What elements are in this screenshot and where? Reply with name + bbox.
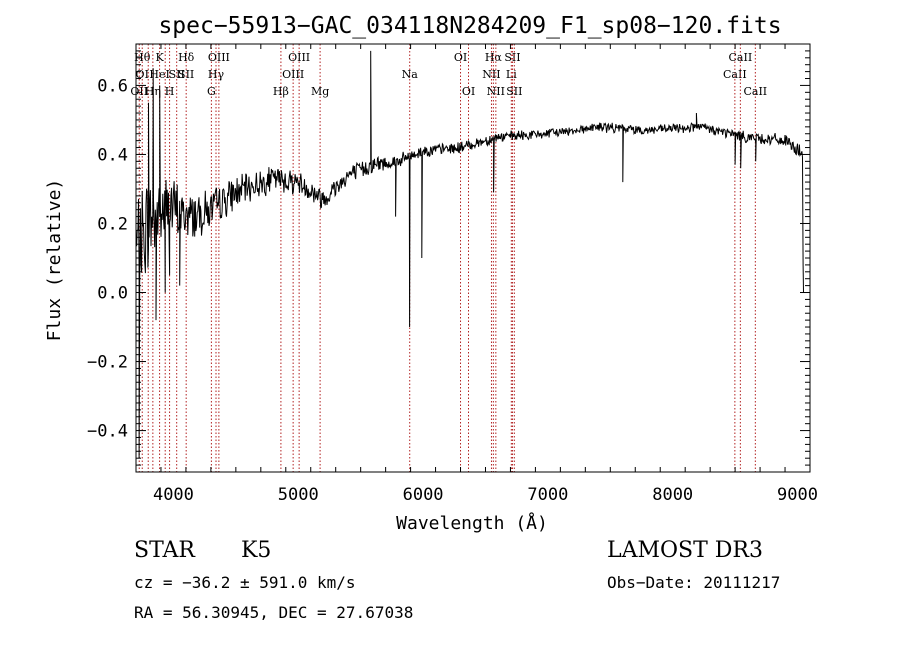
object-class: STAR <box>134 538 195 563</box>
line-marker-label: Hδ <box>178 51 195 64</box>
x-tick-label: 9000 <box>777 485 818 505</box>
object-subclass: K5 <box>241 538 272 563</box>
spectrum-line <box>136 50 804 459</box>
line-marker-label: SII <box>504 51 520 64</box>
line-marker-label: CaII <box>743 85 767 98</box>
line-marker-label: OIII <box>282 68 304 81</box>
survey-name: LAMOST DR3 <box>607 538 763 563</box>
line-marker-label: G <box>207 85 216 98</box>
redshift-value: cz = −36.2 ± 591.0 km/s <box>134 573 356 592</box>
x-axis-label: Wavelength (Å) <box>396 512 548 534</box>
line-marker-label: CaII <box>723 68 747 81</box>
line-marker-label: Hβ <box>273 85 289 98</box>
chart-title: spec−55913−GAC_034118N284209_F1_sp08−120… <box>158 13 781 39</box>
observation-date: Obs−Date: 20111217 <box>607 573 781 592</box>
line-marker-label: SII <box>506 85 522 98</box>
y-tick-label: 0.0 <box>97 284 128 304</box>
line-marker-label: Hα <box>485 51 503 64</box>
y-tick-label: 0.4 <box>97 145 128 165</box>
y-tick-label: −0.2 <box>87 353 128 373</box>
line-marker-label: SII <box>169 68 185 81</box>
y-axis-label: Flux (relative) <box>44 179 65 342</box>
line-marker-label: NII <box>482 68 500 81</box>
line-marker-label: NII <box>487 85 505 98</box>
line-marker-label: OI <box>454 51 467 64</box>
line-marker-label: Hθ <box>134 51 151 64</box>
x-tick-label: 6000 <box>403 485 444 505</box>
y-tick-label: −0.4 <box>87 422 128 442</box>
line-marker-label: OI <box>136 68 149 81</box>
plot-frame <box>135 43 811 473</box>
x-axis: 4000 5000 6000 7000 8000 9000 <box>135 44 818 505</box>
y-axis: −0.4 −0.2 0.0 0.2 0.4 0.6 <box>87 43 810 466</box>
line-marker-label: OIII <box>208 51 230 64</box>
line-marker-label: OI <box>462 85 475 98</box>
line-marker-label: Hγ <box>208 68 225 81</box>
line-marker-label: OII <box>130 85 148 98</box>
y-tick-label: 0.6 <box>97 76 128 96</box>
line-marker-label: Na <box>402 68 419 81</box>
line-marker-label: Mg <box>311 85 329 98</box>
line-marker-label: CaII <box>729 51 753 64</box>
x-tick-label: 7000 <box>527 485 568 505</box>
line-marker-label: SII <box>178 68 194 81</box>
coordinates: RA = 56.30945, DEC = 27.67038 <box>134 603 414 622</box>
line-marker-label: Li <box>506 68 517 81</box>
x-tick-label: 4000 <box>153 485 194 505</box>
y-tick-label: 0.2 <box>97 214 128 234</box>
line-marker-label: K <box>155 51 164 64</box>
line-marker-label: OIII <box>288 51 310 64</box>
line-marker-label: H <box>165 85 175 98</box>
x-tick-label: 5000 <box>278 485 319 505</box>
x-tick-label: 8000 <box>652 485 693 505</box>
line-markers: OIIHθOIHηKHeIHSIIHδSIIGHγOIIIHβOIIIOIIIM… <box>130 44 767 472</box>
line-marker-label: HeI <box>149 68 169 81</box>
